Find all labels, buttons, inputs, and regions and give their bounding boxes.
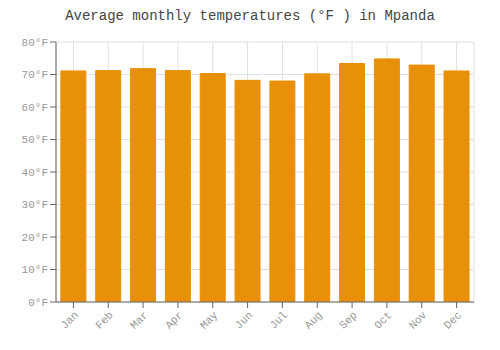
svg-text:Jan: Jan: [59, 309, 81, 331]
svg-text:Aug: Aug: [302, 309, 324, 331]
svg-text:Oct: Oct: [372, 309, 394, 331]
svg-text:Nov: Nov: [407, 309, 430, 332]
svg-text:70°F: 70°F: [22, 69, 48, 81]
svg-text:30°F: 30°F: [22, 199, 48, 211]
svg-text:20°F: 20°F: [22, 232, 48, 244]
svg-text:Jun: Jun: [233, 309, 255, 331]
svg-text:Mar: Mar: [128, 309, 150, 331]
svg-text:40°F: 40°F: [22, 167, 48, 179]
svg-text:Jul: Jul: [268, 309, 290, 331]
html-text:Average monthly temperatures (: Average monthly temperatures (°F ) in Mp…: [65, 8, 435, 24]
svg-text:60°F: 60°F: [22, 102, 48, 114]
svg-text:Dec: Dec: [442, 309, 464, 331]
svg-text:10°F: 10°F: [22, 264, 48, 276]
svg-text:Feb: Feb: [93, 309, 115, 331]
svg-text:Apr: Apr: [163, 309, 185, 331]
svg-text:0°F: 0°F: [28, 297, 48, 309]
svg-text:50°F: 50°F: [22, 134, 48, 146]
svg-text:80°F: 80°F: [22, 37, 48, 49]
svg-text:Sep: Sep: [337, 309, 359, 331]
svg-text:May: May: [198, 309, 221, 332]
